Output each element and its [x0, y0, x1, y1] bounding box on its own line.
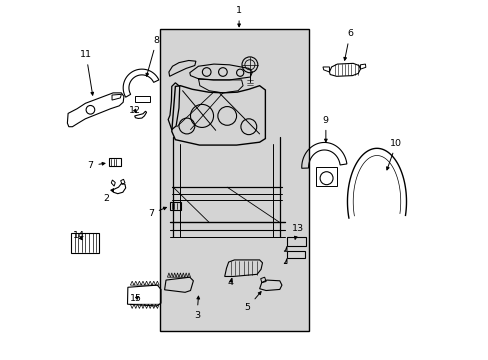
Text: 14: 14 [73, 231, 85, 240]
Text: 4: 4 [227, 278, 233, 287]
Text: 12: 12 [129, 106, 141, 115]
Bar [160, 29, 309, 331]
Text: 3: 3 [194, 296, 200, 320]
Bar [71, 233, 99, 253]
Text: 11: 11 [80, 50, 93, 95]
Bar [169, 202, 181, 210]
Text: 15: 15 [129, 294, 142, 303]
Text: 2: 2 [102, 189, 113, 203]
Text: 8: 8 [145, 36, 160, 76]
Text: 6: 6 [343, 29, 352, 60]
Text: 5: 5 [244, 292, 261, 312]
Text: 1: 1 [236, 6, 242, 27]
Bar [315, 167, 336, 186]
Text: 9: 9 [322, 116, 328, 142]
Bar [109, 158, 121, 166]
Text: 10: 10 [386, 139, 402, 170]
Bar [286, 237, 305, 246]
Bar [286, 251, 305, 258]
Text: 7: 7 [147, 207, 166, 218]
Text: 7: 7 [87, 161, 105, 170]
Text: 13: 13 [291, 224, 303, 239]
